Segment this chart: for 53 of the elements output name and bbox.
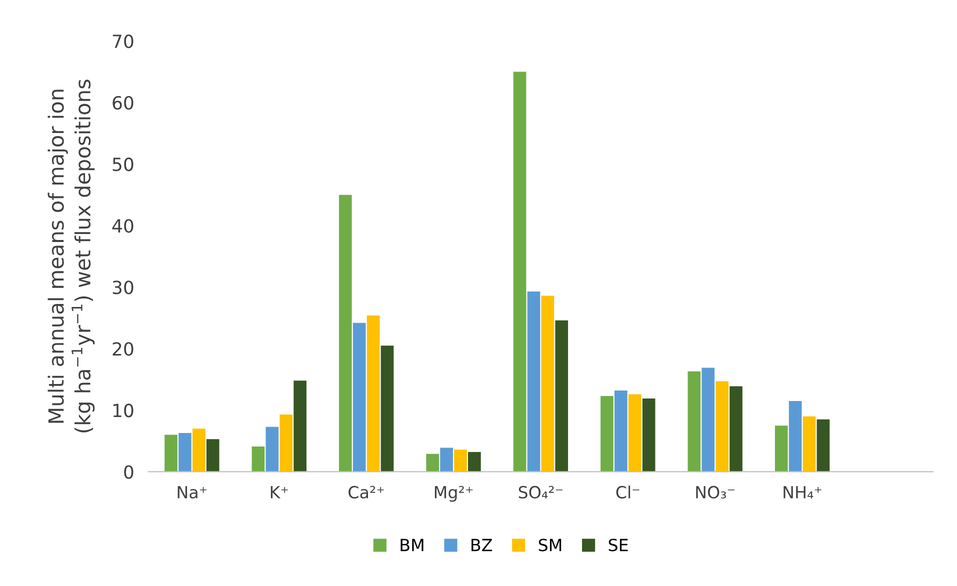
legend-label: SM <box>538 538 562 552</box>
y-tick-label: 50 <box>112 158 134 172</box>
bar <box>454 450 467 472</box>
bar <box>513 72 526 472</box>
bar <box>541 296 554 472</box>
x-tick-label: Na⁺ <box>178 486 207 499</box>
bar <box>280 414 293 472</box>
y-tick-label: 70 <box>112 34 134 48</box>
y-tick-label: 60 <box>112 96 134 110</box>
y-tick-label: 40 <box>112 219 134 233</box>
x-tick-label: SO₄²⁻ <box>518 486 563 499</box>
bar <box>426 454 440 472</box>
bar <box>192 428 206 472</box>
y-tick-label: 30 <box>112 280 134 294</box>
bar <box>468 452 481 472</box>
bar <box>628 394 642 472</box>
bar <box>440 448 453 472</box>
x-tick-label: Cl⁻ <box>616 486 640 499</box>
bar <box>688 371 701 472</box>
bar <box>266 426 279 472</box>
bar <box>252 446 265 472</box>
bar <box>527 291 540 472</box>
legend-label: BZ <box>472 538 492 552</box>
bar <box>555 320 568 472</box>
bar <box>164 434 178 472</box>
bar <box>206 439 220 472</box>
y-tick-label: 20 <box>112 342 134 356</box>
bar <box>366 315 380 472</box>
y-axis-title: Multi annual means of major ion (kg ha$^{−1}$yr$^{−1}$) wet flux depositions <box>48 80 95 432</box>
bar <box>338 194 352 472</box>
bar <box>642 398 656 472</box>
legend-label: BM <box>400 538 424 552</box>
bar <box>294 380 306 472</box>
bar <box>774 426 788 472</box>
bar <box>816 419 830 472</box>
x-tick-label: Mg²⁺ <box>434 486 473 502</box>
bar <box>178 432 192 472</box>
x-tick-label: K⁺ <box>270 486 288 498</box>
bar <box>802 416 816 472</box>
bar <box>788 400 802 472</box>
bar <box>352 322 366 472</box>
bar <box>702 368 715 472</box>
bar <box>730 386 742 472</box>
x-tick-label: Ca²⁺ <box>348 486 384 499</box>
x-tick-label: NH₄⁺ <box>784 486 822 498</box>
y-tick-label: 0 <box>124 465 134 479</box>
bar <box>716 381 728 472</box>
bar <box>380 346 394 472</box>
bar <box>614 390 628 472</box>
y-tick-label: 10 <box>113 404 134 418</box>
legend-label: SE <box>608 538 628 552</box>
x-tick-label: NO₃⁻ <box>696 486 735 499</box>
bar <box>600 396 614 472</box>
